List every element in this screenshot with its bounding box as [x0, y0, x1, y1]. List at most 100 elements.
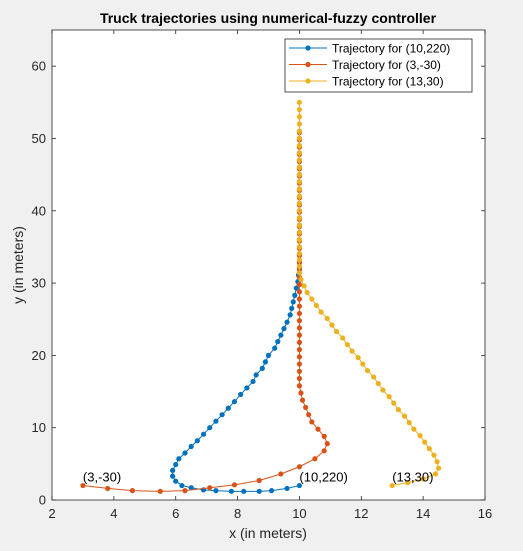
- data-point: [296, 257, 303, 263]
- data-point: [296, 263, 303, 270]
- data-point: [432, 471, 439, 477]
- data-point: [105, 485, 111, 492]
- legend-entry: Trajectory for (10,220): [289, 42, 450, 56]
- data-point: [386, 394, 392, 400]
- data-point: [422, 439, 428, 445]
- data-point: [296, 128, 303, 134]
- data-point: [265, 352, 272, 358]
- data-point: [312, 456, 318, 462]
- data-point: [200, 431, 207, 437]
- x-tick-label: 16: [478, 506, 492, 521]
- data-point: [244, 385, 250, 391]
- data-point: [371, 374, 377, 380]
- data-point: [380, 387, 386, 393]
- data-point: [420, 476, 426, 482]
- data-point: [284, 319, 290, 325]
- data-point: [225, 405, 231, 411]
- data-point: [389, 482, 395, 489]
- data-point: [241, 488, 247, 494]
- data-point: [228, 488, 234, 494]
- data-point: [296, 250, 303, 257]
- data-point: [296, 347, 303, 353]
- legend-entry: Trajectory for (13,30): [289, 75, 444, 89]
- data-point: [411, 426, 417, 432]
- data-point: [349, 348, 355, 354]
- data-point: [417, 433, 423, 439]
- data-point: [290, 299, 296, 305]
- data-point: [296, 383, 303, 389]
- legend-label: Trajectory for (13,30): [332, 75, 444, 89]
- data-point: [182, 488, 188, 494]
- data-point: [296, 135, 303, 142]
- legend-swatch-marker: [305, 45, 311, 51]
- data-point: [296, 172, 303, 178]
- legend-label: Trajectory for (3,-30): [332, 58, 441, 72]
- data-point: [296, 215, 303, 221]
- data-point: [231, 482, 238, 488]
- data-point: [296, 310, 303, 317]
- data-point: [278, 332, 284, 338]
- data-point: [272, 345, 278, 351]
- data-point: [188, 443, 194, 450]
- data-point: [434, 459, 440, 465]
- data-point: [324, 441, 330, 447]
- data-point: [318, 309, 324, 315]
- legend-label: Trajectory for (10,220): [332, 42, 450, 56]
- data-point: [296, 143, 303, 149]
- data-point: [360, 361, 366, 367]
- data-point: [313, 302, 320, 309]
- y-tick-label: 40: [32, 203, 46, 218]
- data-point: [292, 292, 298, 298]
- data-point: [401, 413, 408, 419]
- x-tick-label: 14: [416, 506, 430, 521]
- data-point: [238, 391, 244, 398]
- data-point: [315, 426, 321, 432]
- data-point: [129, 488, 136, 494]
- data-point: [194, 438, 200, 444]
- data-point: [296, 482, 303, 489]
- data-point: [306, 412, 312, 418]
- y-tick-label: 50: [32, 131, 46, 146]
- x-axis-label: x (in meters): [229, 525, 307, 541]
- data-point: [355, 354, 361, 361]
- point-annotation: (3,-30): [83, 470, 121, 485]
- data-point: [436, 465, 442, 471]
- data-point: [207, 485, 213, 491]
- data-point: [431, 452, 437, 458]
- y-tick-label: 30: [32, 276, 46, 291]
- data-point: [80, 482, 86, 489]
- data-point: [375, 380, 381, 387]
- data-point: [426, 446, 432, 452]
- data-point: [170, 467, 176, 473]
- data-point: [395, 407, 401, 413]
- data-point: [296, 193, 303, 199]
- data-point: [364, 367, 371, 374]
- y-tick-label: 0: [39, 493, 46, 508]
- data-point: [296, 464, 303, 470]
- data-point: [296, 99, 303, 105]
- data-point: [262, 359, 269, 365]
- data-point: [321, 448, 327, 454]
- data-point: [207, 425, 213, 431]
- data-point: [259, 365, 265, 371]
- data-point: [296, 368, 303, 374]
- data-point: [188, 485, 194, 491]
- x-tick-label: 6: [172, 506, 179, 521]
- x-tick-label: 10: [292, 506, 306, 521]
- data-point: [405, 480, 411, 486]
- data-point: [296, 237, 303, 243]
- data-point: [275, 339, 281, 345]
- x-tick-label: 2: [48, 506, 55, 521]
- data-point: [296, 106, 303, 113]
- data-point: [256, 488, 262, 494]
- data-point: [301, 283, 307, 289]
- x-tick-label: 4: [110, 506, 117, 521]
- data-point: [391, 400, 397, 406]
- data-point: [296, 150, 303, 156]
- data-point: [329, 322, 335, 328]
- data-point: [296, 375, 303, 382]
- data-point: [296, 332, 303, 338]
- data-point: [219, 412, 225, 418]
- y-axis-label: y (in meters): [10, 226, 26, 304]
